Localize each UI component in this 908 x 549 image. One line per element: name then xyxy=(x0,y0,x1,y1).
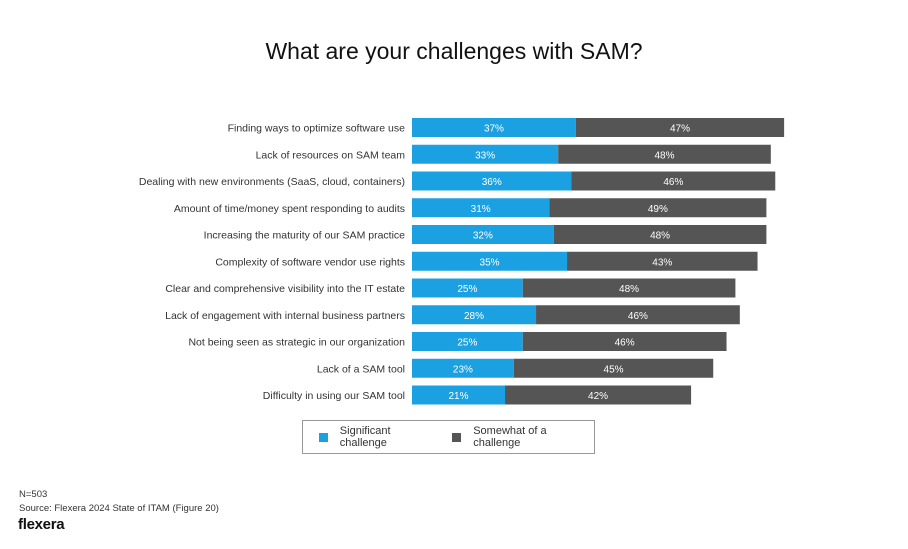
data-label: 48% xyxy=(619,284,639,295)
bar-significant xyxy=(412,171,572,191)
legend-swatch-somewhat xyxy=(452,432,462,442)
bar-somewhat xyxy=(553,225,767,244)
legend-item-significant: Significant challenge xyxy=(319,425,438,449)
category-label: Lack of a SAM tool xyxy=(317,363,405,375)
legend-label-significant: Significant challenge xyxy=(339,425,391,449)
category-label: Increasing the maturity of our SAM pract… xyxy=(204,230,405,242)
data-label: 25% xyxy=(457,284,477,295)
bar-significant xyxy=(412,144,559,164)
bar-significant xyxy=(412,332,523,351)
bar-significant xyxy=(412,225,554,244)
category-label: Amount of time/money spent responding to… xyxy=(174,203,405,215)
legend: Significant challenge Somewhat of a chal… xyxy=(302,420,595,454)
data-label: 42% xyxy=(588,391,608,402)
category-label: Lack of resources on SAM team xyxy=(256,149,406,161)
data-label: 45% xyxy=(604,364,624,375)
legend-item-somewhat: Somewhat of a challenge xyxy=(452,425,594,449)
bar-somewhat xyxy=(513,358,714,378)
data-label: 46% xyxy=(615,338,635,349)
data-label: 47% xyxy=(670,124,690,135)
data-label: 21% xyxy=(449,391,469,402)
flexera-logo: flexera xyxy=(18,516,65,533)
bar-somewhat xyxy=(575,118,785,137)
bar-significant xyxy=(412,198,550,218)
bar-somewhat xyxy=(549,198,767,218)
data-label: 48% xyxy=(650,231,670,242)
bar-somewhat xyxy=(536,305,740,325)
data-label: 31% xyxy=(471,204,491,215)
bar-significant xyxy=(412,305,537,325)
data-label: 43% xyxy=(652,257,672,268)
category-label: Lack of engagement with internal busines… xyxy=(165,310,405,322)
bar-somewhat xyxy=(567,251,758,271)
legend-swatch-significant xyxy=(319,432,328,442)
data-label: 37% xyxy=(484,124,504,135)
bar-significant xyxy=(412,385,506,405)
data-label: 23% xyxy=(453,364,473,375)
data-label: 36% xyxy=(482,177,502,188)
category-label: Complexity of software vendor use rights xyxy=(215,256,405,268)
data-label: 48% xyxy=(655,150,675,161)
data-label: 49% xyxy=(648,204,668,215)
bar-somewhat xyxy=(571,171,776,191)
bar-somewhat xyxy=(522,278,736,298)
category-label: Dealing with new environments (SaaS, clo… xyxy=(139,176,405,188)
data-label: 46% xyxy=(628,311,648,322)
bar-somewhat xyxy=(522,332,727,351)
category-label: Difficulty in using our SAM tool xyxy=(263,390,405,402)
data-label: 25% xyxy=(457,338,477,349)
category-label: Not being seen as strategic in our organ… xyxy=(188,337,405,349)
data-label: 28% xyxy=(464,311,484,322)
legend-label-somewhat: Somewhat of a challenge xyxy=(473,425,547,449)
category-label: Finding ways to optimize software use xyxy=(228,123,406,135)
data-label: 46% xyxy=(663,177,683,188)
bar-somewhat xyxy=(505,385,692,405)
bar-somewhat xyxy=(558,144,771,164)
bar-significant xyxy=(412,251,568,271)
category-label: Clear and comprehensive visibility into … xyxy=(165,283,405,295)
data-label: 35% xyxy=(480,257,500,268)
chart-title: What are your challenges with SAM? xyxy=(265,38,643,64)
source-note: Source: Flexera 2024 State of ITAM (Figu… xyxy=(19,503,219,514)
sample-size: N=503 xyxy=(19,489,48,500)
bar-significant xyxy=(412,278,523,298)
data-label: 33% xyxy=(475,150,495,161)
bar-significant xyxy=(412,118,576,137)
bar-significant xyxy=(412,358,514,378)
data-label: 32% xyxy=(473,231,493,242)
